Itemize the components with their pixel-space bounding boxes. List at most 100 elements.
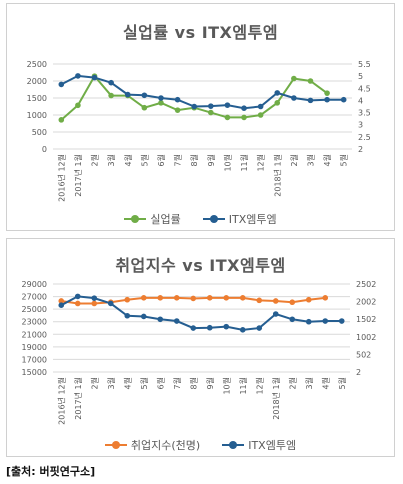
data-point	[256, 297, 263, 304]
data-point	[257, 112, 264, 118]
chart-panel-unemployment: 실업률 vs ITX엠투엠 0 500 1000 1500 2000 2500 2 2.5 3 3…	[6, 3, 395, 231]
data-point	[289, 299, 296, 306]
data-point	[322, 318, 329, 324]
y-left-tick-label: 19000	[22, 343, 47, 352]
data-point	[108, 79, 114, 86]
chart-legend: 실업률 ITX엠투엠	[7, 211, 394, 227]
y-left-tick-label: 27000	[22, 293, 47, 302]
data-point	[206, 295, 213, 301]
chart-title: 취업지수 vs ITX엠투엠	[115, 256, 286, 275]
y-left-tick-label: 1500	[27, 94, 47, 103]
data-point	[190, 295, 197, 302]
chart-title: 실업률 vs ITX엠투엠	[122, 23, 279, 42]
legend-swatch-navy	[202, 214, 225, 224]
data-point	[108, 92, 114, 99]
data-point	[58, 302, 65, 308]
data-point	[124, 91, 131, 98]
x-tick-label: 9월	[205, 377, 215, 389]
data-point	[75, 102, 81, 109]
data-point	[223, 295, 230, 301]
data-point	[158, 95, 164, 101]
x-tick-label: 2월	[89, 377, 99, 389]
data-point	[305, 318, 312, 325]
y-left-tick-label: 23000	[22, 318, 47, 327]
chart-panel-employment: 취업지수 vs ITX엠투엠 15000 17000 19000 21000 23000…	[6, 238, 395, 457]
y-left-tick-label: 25000	[22, 305, 47, 314]
data-point	[241, 105, 247, 111]
y-left-tick-label: 21000	[22, 330, 47, 339]
x-tick-label: 4월	[320, 377, 330, 389]
y-left-tick-label: 2000	[27, 77, 47, 86]
y-right-tick-label: 2	[358, 145, 363, 154]
data-point	[158, 100, 164, 106]
data-point	[324, 90, 330, 96]
legend-swatch-navy	[222, 440, 245, 450]
data-point	[91, 295, 98, 301]
data-point	[289, 316, 296, 323]
data-point	[291, 95, 297, 101]
x-tick-label: 4월	[122, 377, 132, 389]
y-right-tick-label: 5	[358, 72, 363, 81]
y-left-tick-label: 1000	[27, 111, 47, 120]
data-point	[58, 117, 65, 123]
data-point	[274, 90, 281, 96]
x-tick-label: 2월	[287, 377, 297, 389]
y-right-tick-label: 1502	[356, 315, 376, 324]
y-right-tick-label: 2	[356, 368, 361, 377]
x-tick-label: 3월	[106, 154, 116, 166]
x-tick-label: 8월	[188, 377, 198, 389]
data-point	[124, 312, 131, 319]
data-point	[307, 97, 314, 104]
data-point	[190, 325, 197, 331]
x-tick-label: 2018년 1월	[271, 377, 281, 420]
x-tick-label: 2018년 1월	[272, 154, 282, 197]
legend-item-series-1: 실업률	[124, 211, 181, 227]
data-point	[74, 293, 81, 300]
data-point	[124, 296, 131, 303]
data-point	[224, 102, 231, 108]
data-point	[141, 92, 148, 99]
data-point	[107, 300, 114, 307]
data-point	[338, 318, 345, 324]
data-point	[223, 323, 230, 330]
data-point	[239, 327, 246, 333]
data-point	[291, 75, 297, 82]
data-point	[75, 73, 81, 79]
data-point	[174, 96, 181, 103]
x-tick-label: 2017년 1월	[73, 154, 83, 197]
x-tick-label: 4월	[123, 154, 133, 166]
data-point	[224, 114, 231, 121]
legend-label: 실업률	[150, 213, 181, 226]
x-tick-label: 4월	[322, 154, 332, 166]
x-tick-label: 2월	[289, 154, 299, 166]
y-right-tick-label: 2002	[356, 298, 376, 307]
data-point	[157, 316, 164, 323]
data-point	[241, 114, 247, 121]
legend-swatch-green	[124, 214, 147, 224]
data-point	[174, 107, 181, 113]
chart-legend: 취업지수(천명) ITX엠투엠	[7, 437, 394, 453]
x-tick-label: 12월	[254, 377, 264, 395]
legend-label: ITX엠투엠	[248, 439, 297, 452]
data-point	[256, 325, 263, 331]
data-point	[74, 300, 81, 307]
x-tick-label: 10월	[221, 377, 231, 395]
y-right-tick-label: 4	[358, 96, 363, 105]
x-tick-label: 5월	[339, 154, 349, 166]
y-right-tick-label: 1002	[356, 333, 376, 342]
data-point	[173, 318, 180, 324]
data-point	[322, 295, 329, 301]
data-point	[340, 96, 347, 103]
x-tick-label: 8월	[189, 154, 199, 166]
x-tick-label: 7월	[172, 377, 182, 389]
x-tick-label: 12월	[256, 154, 266, 172]
y-right-tick-label: 3	[358, 121, 363, 130]
data-point	[140, 313, 147, 320]
source-note: [출처: 버핏연구소]	[6, 465, 96, 478]
legend-label: 취업지수(천명)	[130, 439, 201, 452]
y-right-tick-label: 4.5	[358, 84, 371, 93]
y-left-tick-label: 29000	[22, 280, 47, 289]
x-tick-label: 11월	[239, 154, 249, 172]
data-point	[274, 100, 281, 106]
legend-label: ITX엠투엠	[228, 213, 277, 226]
